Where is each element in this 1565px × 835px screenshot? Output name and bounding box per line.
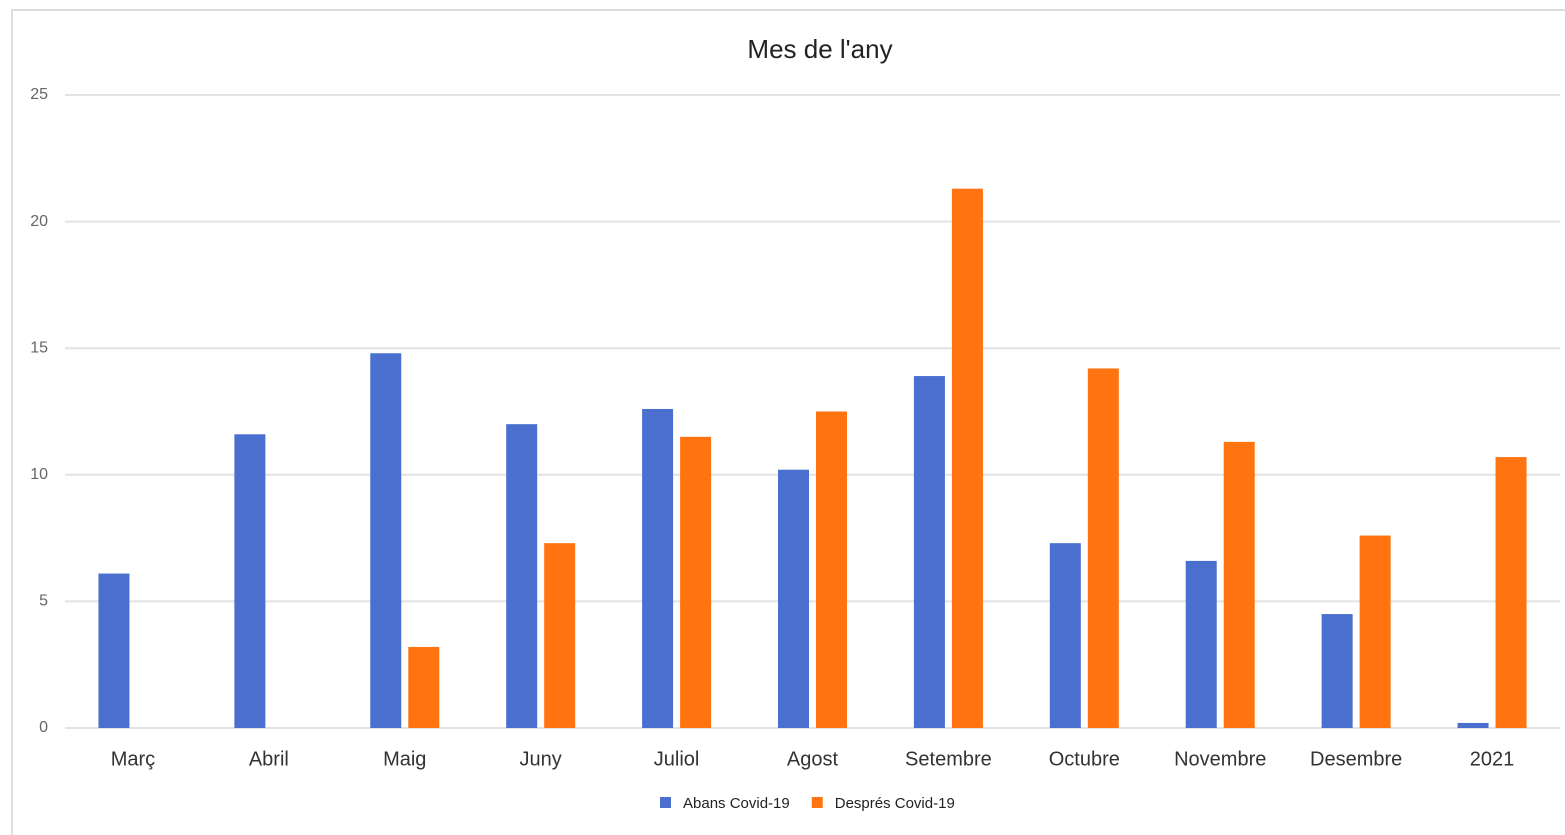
x-tick-label: 2021	[1470, 748, 1515, 770]
bar	[1359, 535, 1391, 728]
x-tick-label: Desembre	[1310, 748, 1402, 770]
bar	[951, 188, 983, 728]
bar	[408, 646, 440, 728]
bar	[1087, 368, 1119, 728]
bar	[1185, 560, 1217, 728]
bar	[1049, 543, 1081, 728]
bar	[680, 436, 712, 728]
x-tick-label: Agost	[787, 748, 839, 770]
y-tick-label: 5	[39, 593, 48, 610]
legend-swatch	[811, 797, 823, 808]
bar	[1223, 441, 1255, 728]
y-tick-label: 20	[30, 213, 48, 230]
legend-swatch	[660, 797, 671, 808]
y-tick-label: 15	[30, 339, 48, 356]
bar	[642, 408, 674, 728]
chart-title: Mes de l'any	[747, 34, 892, 64]
bar	[370, 353, 402, 728]
chart-frame	[11, 9, 1565, 835]
bar	[816, 411, 847, 728]
bar	[913, 376, 945, 728]
x-tick-label: Juliol	[654, 748, 700, 770]
y-tick-label: 25	[30, 86, 48, 103]
legend-label: Abans Covid-19	[683, 795, 790, 812]
x-tick-label: Novembre	[1174, 748, 1266, 770]
bar	[1457, 722, 1489, 728]
bar	[1321, 614, 1353, 728]
bar	[544, 543, 576, 728]
y-tick-label: 0	[39, 719, 48, 736]
y-tick-label: 10	[30, 466, 48, 483]
bar	[506, 424, 538, 728]
x-tick-label: Juny	[520, 748, 562, 770]
x-tick-label: Març	[111, 748, 155, 770]
bar	[778, 469, 809, 728]
x-tick-label: Octubre	[1049, 748, 1120, 770]
bar	[98, 573, 130, 728]
bar	[234, 434, 266, 728]
x-tick-label: Abril	[249, 748, 289, 770]
x-tick-label: Maig	[383, 748, 426, 770]
x-tick-label: Setembre	[905, 748, 992, 770]
bar	[1495, 457, 1527, 728]
legend-label: Després Covid-19	[835, 795, 955, 812]
